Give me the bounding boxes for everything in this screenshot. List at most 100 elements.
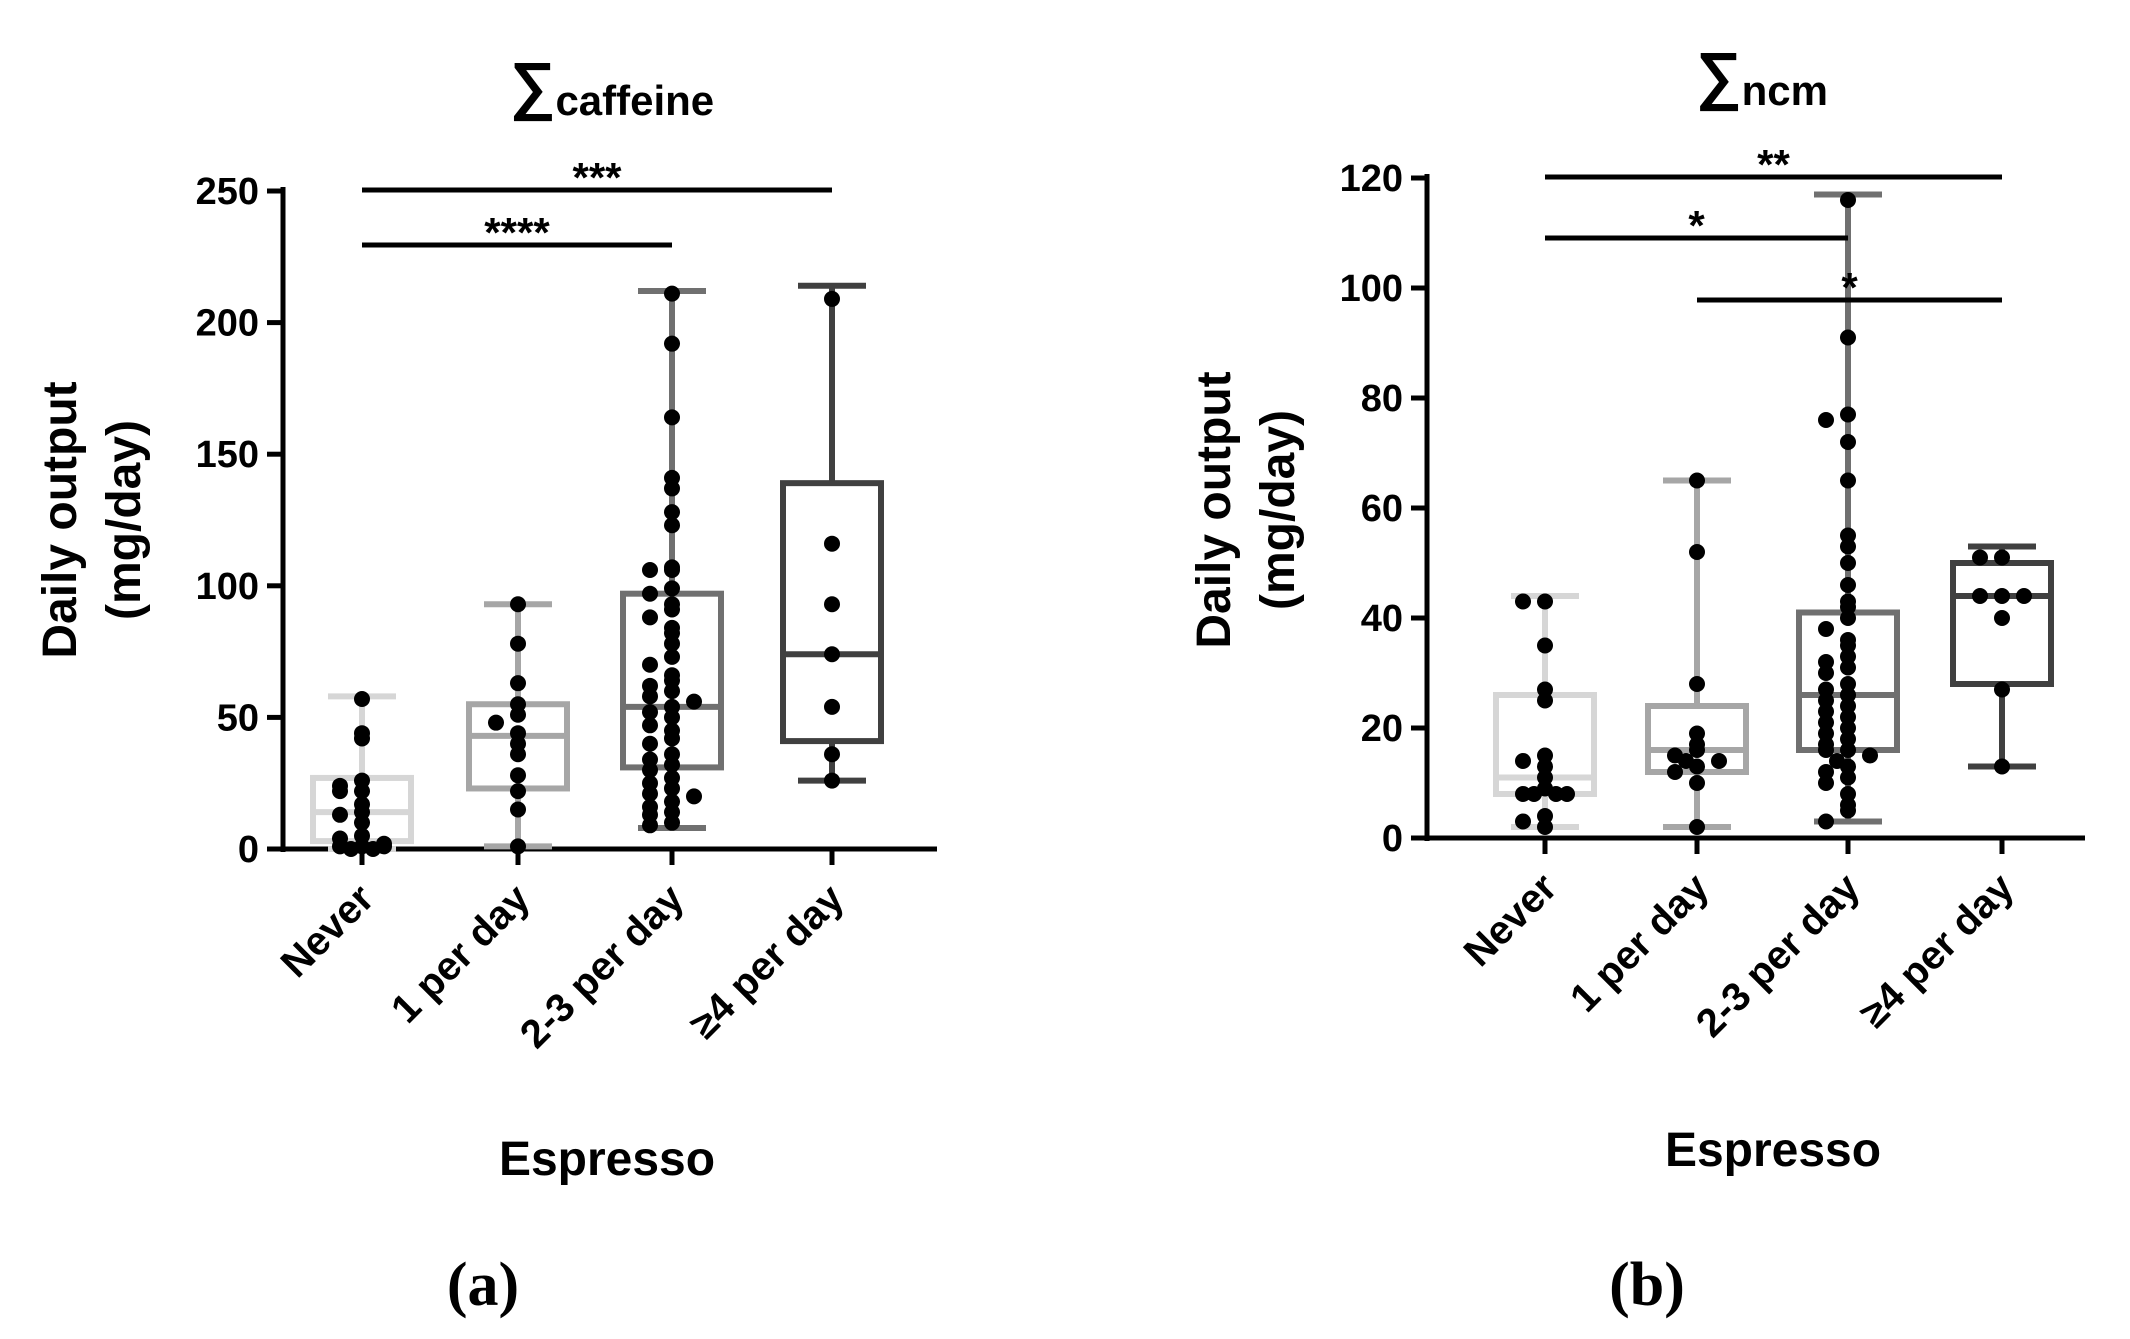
chart-a-iqr-rect-3 <box>780 480 884 745</box>
chart-a-points-0 <box>332 690 392 857</box>
chart-b-point <box>1537 819 1553 835</box>
chart-a-point <box>664 601 680 618</box>
chart-a-point <box>332 783 348 800</box>
chart-b-sig-label-2: * <box>1841 264 1858 311</box>
chart-a-point <box>824 596 840 613</box>
chart-a-point <box>664 730 680 747</box>
chart-b-point <box>1818 621 1834 637</box>
chart-b-point <box>1840 786 1856 802</box>
chart-b-point <box>1537 808 1553 824</box>
chart-a-point <box>664 562 680 579</box>
panel-label-a: (a) <box>447 1251 519 1319</box>
chart-b-point <box>1840 742 1856 758</box>
chart-b-title-subscript: ncm <box>1742 67 1828 114</box>
chart-b-point <box>1840 434 1856 450</box>
chart-b-ytick-label-60: 60 <box>1361 488 1403 530</box>
chart-a-category-label-1: 1 per day <box>383 876 539 1032</box>
chart-b-point <box>1818 665 1834 681</box>
chart-b-sig-label-1: * <box>1688 202 1705 249</box>
chart-a-point <box>664 648 680 665</box>
chart-b-point <box>1840 472 1856 489</box>
chart-b-point <box>1862 747 1878 764</box>
chart-a-ytick-label-50: 50 <box>217 697 259 739</box>
chart-b-point <box>1818 654 1834 670</box>
chart-a-point <box>510 746 526 763</box>
chart-b-point <box>1818 813 1834 830</box>
chart-b-point <box>1537 692 1553 709</box>
chart-a-point <box>664 409 680 426</box>
chart-a-point <box>664 504 680 521</box>
chart-a-point <box>510 675 526 692</box>
chart-b-point <box>1840 720 1856 736</box>
chart-b-point <box>1515 753 1531 769</box>
chart-a-category-label-3: ≥4 per day <box>682 876 853 1047</box>
chart-a-point <box>642 817 658 834</box>
chart-b-point <box>1972 588 1988 604</box>
chart-a-point <box>510 706 526 723</box>
chart-a-point <box>642 656 658 673</box>
chart-a-title: ∑caffeine <box>510 49 714 124</box>
chart-b-point <box>1994 758 2010 775</box>
chart-b-point <box>1515 593 1531 610</box>
chart-b-point <box>1994 549 2010 566</box>
chart-a-point <box>824 698 840 715</box>
chart-a-point <box>824 290 840 307</box>
chart-b-point <box>1994 588 2010 604</box>
chart-b-point <box>1711 753 1727 769</box>
chart-b-point <box>1840 648 1856 665</box>
chart-a-point <box>365 841 381 857</box>
chart-b-points-0 <box>1515 593 1575 835</box>
chart-a-ylabel-line1: Daily output <box>34 381 87 658</box>
chart-a-point <box>686 693 702 710</box>
chart-b-ylabel-line1: Daily output <box>1188 371 1241 648</box>
chart-b: ∑ncm Daily output (mg/day) Espresso 0 20 4… <box>1188 39 2085 1177</box>
chart-b-ylabel-line2: (mg/day) <box>1252 410 1305 610</box>
chart-b-point <box>1840 802 1856 819</box>
chart-b-point <box>1840 555 1856 571</box>
chart-a-title-symbol: ∑ <box>510 49 556 122</box>
chart-a-point <box>824 746 840 763</box>
chart-a-point <box>354 783 370 800</box>
chart-a-point <box>510 635 526 652</box>
chart-b-ytick-label-120: 120 <box>1340 158 1403 200</box>
chart-b-sig-label-0: ** <box>1757 141 1790 188</box>
chart-b-ytick-label-20: 20 <box>1361 708 1403 750</box>
chart-b-point <box>1689 725 1705 742</box>
chart-b-point <box>1818 412 1834 428</box>
chart-a-sig-label-1: **** <box>484 209 550 256</box>
chart-b-ytick-label-0: 0 <box>1382 818 1403 860</box>
chart-a-point <box>642 688 658 705</box>
chart-b-point <box>1818 692 1834 709</box>
chart-a-point <box>354 814 370 831</box>
chart-a-title-subscript: caffeine <box>555 77 714 124</box>
chart-a-point <box>664 683 680 700</box>
chart-a-point <box>510 783 526 800</box>
chart-b-point <box>1840 538 1856 555</box>
chart-a-category-label-2: 2-3 per day <box>512 876 693 1057</box>
chart-a-point <box>343 841 359 857</box>
chart-b-point <box>1548 786 1564 802</box>
chart-a-point <box>686 788 702 805</box>
chart-a-category-label-0: Never <box>273 876 383 986</box>
chart-a-point <box>824 772 840 789</box>
chart-b-point <box>1840 698 1856 714</box>
chart-b-point <box>1667 764 1683 780</box>
chart-b-point <box>2016 588 2032 604</box>
chart-b-point <box>1840 731 1856 747</box>
chart-a-box-3 <box>780 282 884 784</box>
chart-b-point <box>1994 681 2010 698</box>
chart-b-point <box>1559 786 1575 802</box>
chart-b-point <box>1537 747 1553 764</box>
chart-b-point <box>1840 769 1856 786</box>
chart-a-point <box>664 780 680 797</box>
chart-b-points-3 <box>1972 549 2032 775</box>
chart-a-ytick-label-150: 150 <box>196 434 259 476</box>
chart-b-point <box>1818 764 1834 780</box>
chart-b-box-3 <box>1950 543 2054 770</box>
chart-a-point <box>664 709 680 726</box>
chart-a-ytick-label-0: 0 <box>238 829 259 871</box>
chart-a-point <box>664 480 680 497</box>
chart-b-point <box>1994 610 2010 626</box>
